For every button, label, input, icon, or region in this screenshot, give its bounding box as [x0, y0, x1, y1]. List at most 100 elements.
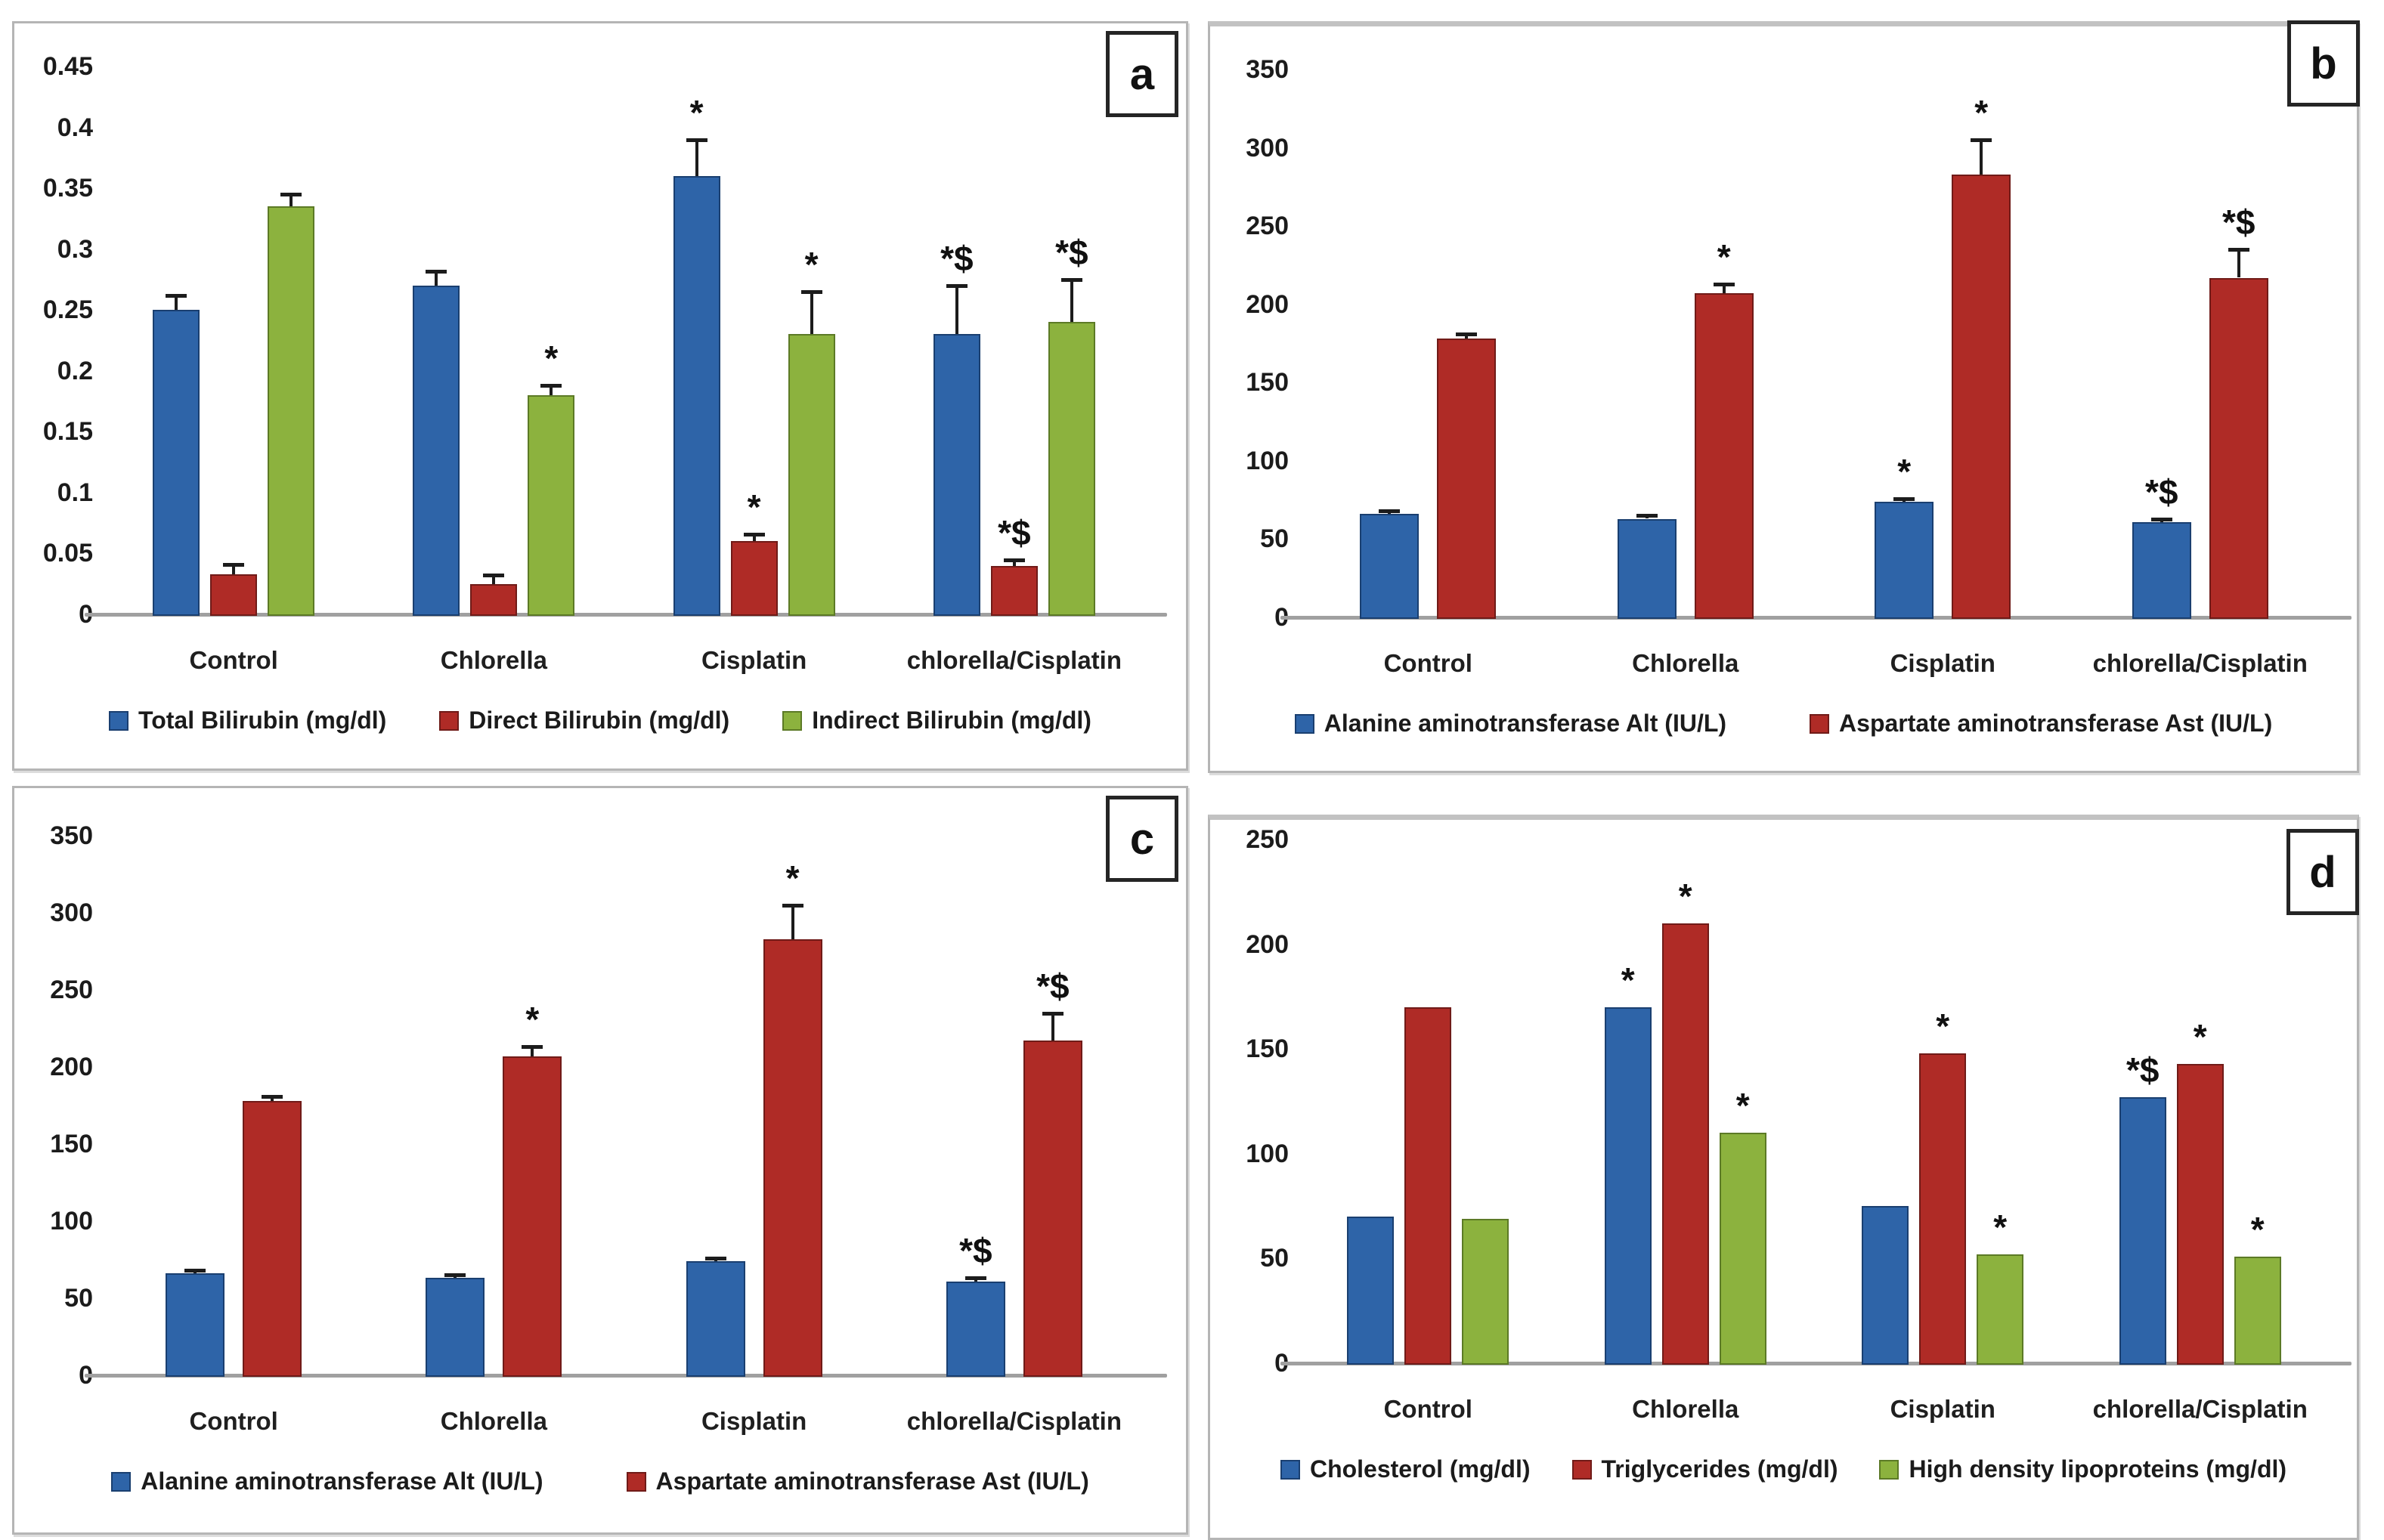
bar	[1462, 1218, 1509, 1365]
bar	[2176, 1063, 2224, 1365]
significance-annotation: *$	[2126, 1050, 2160, 1090]
significance-annotation: *$	[959, 1231, 992, 1271]
error-bar-cap	[1003, 558, 1025, 562]
bar	[933, 334, 980, 616]
error-bar-cap	[686, 138, 707, 142]
error-bar	[531, 1047, 534, 1056]
category-label: Control	[189, 646, 278, 674]
error-bar	[289, 194, 293, 207]
y-tick-label: 0.4	[57, 113, 93, 142]
error-bar-cap	[426, 269, 447, 274]
category-label: Control	[1383, 649, 1472, 677]
bar	[946, 1281, 1005, 1377]
y-tick-label: 350	[1246, 55, 1289, 84]
error-bar-cap	[2228, 248, 2249, 252]
error-bar-cap	[1713, 282, 1735, 286]
significance-annotation: *$	[998, 512, 1031, 552]
significance-annotation: *	[2193, 1016, 2207, 1056]
error-bar	[1070, 279, 1073, 323]
error-bar-cap	[1042, 1011, 1064, 1016]
bar	[153, 310, 200, 616]
error-bar-cap	[1893, 496, 1915, 501]
error-bar	[232, 564, 236, 574]
bar	[1875, 501, 1934, 619]
error-bar	[1012, 559, 1016, 566]
category-label: Chlorella	[1632, 1395, 1739, 1423]
category-label: Control	[1383, 1395, 1472, 1423]
panel-label-d: d	[2286, 829, 2359, 915]
significance-annotation: *	[747, 487, 761, 527]
legend-item: Triglycerides (mg/dl)	[1571, 1455, 1838, 1483]
error-bar	[2237, 249, 2240, 278]
y-tick-label: 0	[20, 1359, 93, 1391]
error-bar-cap	[280, 193, 302, 197]
bar	[528, 395, 575, 616]
category-label: chlorella/Cisplatin	[2092, 649, 2308, 677]
error-bar	[435, 271, 438, 286]
y-tick-label: 300	[50, 898, 93, 927]
y-tick-label: 0.15	[42, 417, 93, 447]
significance-annotation: *$	[1055, 232, 1088, 272]
bar	[1404, 1007, 1452, 1365]
bar	[268, 206, 315, 616]
significance-annotation: *$	[2145, 472, 2178, 512]
error-bar-cap	[1379, 509, 1401, 514]
legend-marker	[111, 1471, 132, 1492]
bar	[788, 334, 835, 616]
error-bar-cap	[522, 1045, 543, 1050]
bar	[1360, 514, 1420, 619]
legend-marker	[439, 710, 460, 731]
y-tick-label: 300	[1246, 133, 1289, 162]
category-label: Cisplatin	[701, 1407, 807, 1435]
y-tick-label: 0.05	[42, 539, 93, 568]
y-tick-label: 200	[1246, 289, 1289, 319]
legend-marker	[1810, 713, 1830, 734]
bar	[166, 1273, 225, 1377]
legend-label: Direct Bilirubin (mg/dl)	[469, 707, 730, 734]
error-bar-cap	[964, 1276, 986, 1281]
y-tick-label: 250	[1246, 825, 1289, 854]
panel-a: a 0 0.05 0.1 0.15 0.2 0.25 0.3 0.35 0.4 0.45 * *$ * *$…	[12, 21, 1188, 771]
y-tick-label: 0.2	[57, 356, 93, 385]
bar	[2234, 1256, 2281, 1365]
y-tick-label: 150	[50, 1130, 93, 1158]
significance-annotation: *	[1717, 237, 1731, 277]
bar	[2209, 277, 2268, 619]
category-label: Cisplatin	[701, 646, 807, 674]
significance-annotation: *	[1735, 1086, 1750, 1126]
bar	[1719, 1133, 1766, 1365]
y-tick-label: 0	[1216, 1347, 1289, 1379]
legend-item: Alanine aminotransferase Alt (IU/L)	[1294, 710, 1727, 738]
significance-annotation: *	[544, 339, 559, 379]
legend-item: Aspartate aminotransferase Ast (IU/L)	[626, 1467, 1089, 1495]
error-bar	[695, 139, 698, 176]
significance-annotation: *	[804, 245, 819, 285]
panel-c: c 0 50 100 150 200 250 300 350 *$ * * *$ Control Chlor…	[12, 786, 1188, 1535]
error-bar-cap	[184, 1269, 206, 1273]
bar	[1023, 1041, 1082, 1377]
legend-item: Total Bilirubin (mg/dl)	[109, 707, 386, 734]
bar	[763, 939, 822, 1377]
category-label: Chlorella	[440, 646, 547, 674]
error-bar-cap	[946, 284, 968, 288]
error-bar-cap	[743, 532, 765, 537]
y-tick-label: 0.25	[42, 295, 93, 325]
category-label: chlorella/Cisplatin	[2092, 1395, 2308, 1423]
category-label: Chlorella	[1632, 649, 1739, 677]
legend-label: Cholesterol (mg/dl)	[1309, 1455, 1531, 1483]
legend-marker	[1571, 1459, 1592, 1480]
error-bar	[810, 292, 813, 335]
legend: Alanine aminotransferase Alt (IU/L) Aspar…	[14, 1467, 1186, 1495]
bar	[503, 1056, 562, 1377]
error-bar	[271, 1096, 274, 1101]
legend-label: Triglycerides (mg/dl)	[1601, 1455, 1838, 1483]
x-axis-line	[85, 1374, 1167, 1378]
bar	[730, 541, 778, 616]
error-bar-cap	[800, 290, 822, 295]
significance-annotation: *	[1993, 1207, 2008, 1247]
legend-item: Indirect Bilirubin (mg/dl)	[782, 707, 1091, 734]
bar	[1437, 339, 1497, 619]
legend-label: Alanine aminotransferase Alt (IU/L)	[1324, 710, 1727, 737]
bar	[1617, 518, 1677, 619]
